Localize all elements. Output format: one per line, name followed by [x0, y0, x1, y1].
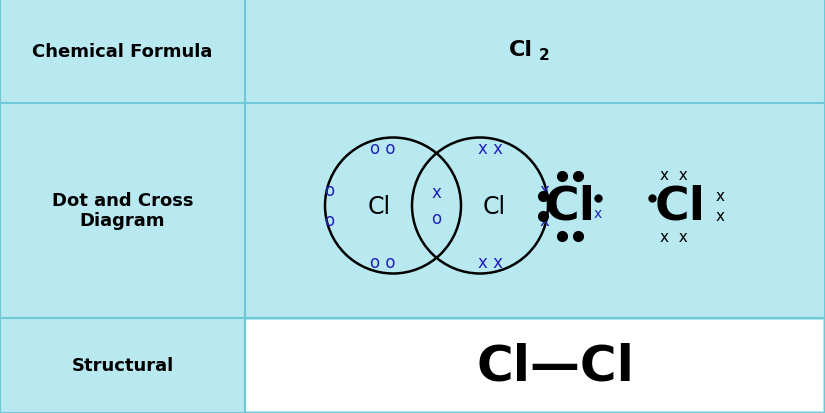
Text: x: x: [539, 212, 549, 230]
Text: o o: o o: [370, 140, 396, 158]
Bar: [246, 320, 823, 411]
Text: o: o: [324, 182, 334, 200]
Text: x: x: [431, 184, 441, 202]
Text: o: o: [431, 210, 441, 228]
Text: o: o: [324, 212, 334, 230]
Text: x  x: x x: [660, 230, 688, 244]
Text: 2: 2: [539, 48, 549, 63]
Text: x: x: [715, 189, 724, 204]
Text: Structural: Structural: [72, 357, 173, 375]
Text: o o: o o: [370, 254, 396, 272]
Text: Cl: Cl: [654, 183, 705, 228]
Text: Cl: Cl: [544, 183, 596, 228]
Text: Dot and Cross: Dot and Cross: [52, 192, 193, 210]
Text: x: x: [594, 207, 602, 221]
Text: x: x: [715, 209, 724, 223]
Text: x x: x x: [478, 140, 502, 158]
Text: x x: x x: [478, 254, 502, 272]
Circle shape: [326, 139, 460, 273]
Text: Chemical Formula: Chemical Formula: [32, 43, 213, 61]
Text: x: x: [539, 182, 549, 200]
Text: Cl—Cl: Cl—Cl: [476, 342, 634, 389]
Text: Cl: Cl: [367, 194, 390, 218]
Text: x  x: x x: [660, 168, 688, 183]
Circle shape: [413, 139, 547, 273]
Text: Diagram: Diagram: [80, 212, 165, 230]
Text: Cl: Cl: [483, 194, 506, 218]
Text: Cl: Cl: [509, 40, 533, 60]
